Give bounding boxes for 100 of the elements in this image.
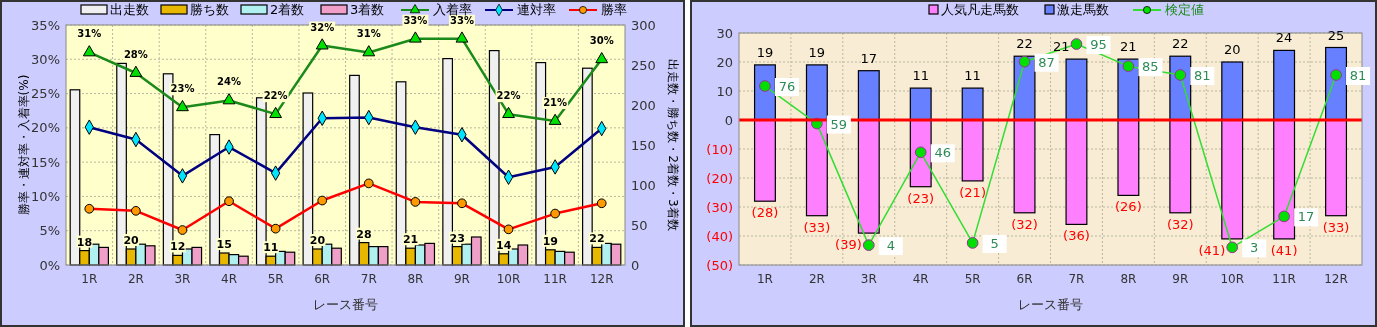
bar bbox=[805, 64, 828, 121]
bar bbox=[1013, 119, 1036, 214]
x-tick-label: 12R bbox=[589, 272, 614, 286]
data-label: 20 bbox=[123, 234, 140, 247]
data-label: 22 bbox=[1172, 36, 1189, 52]
data-label: 11 bbox=[964, 68, 981, 84]
data-label: 21% bbox=[543, 97, 568, 108]
data-label: (26) bbox=[1115, 199, 1142, 215]
x-axis-title: レース番号 bbox=[1018, 297, 1083, 312]
x-tick-label: 9R bbox=[453, 272, 470, 286]
x-tick-label: 11R bbox=[543, 272, 567, 286]
data-label: 19 bbox=[542, 234, 559, 248]
y2-tick-label: 100 bbox=[631, 177, 656, 193]
y-tick-label: 30 bbox=[716, 25, 733, 41]
legend-label: 勝ち数 bbox=[190, 2, 229, 17]
y2-tick-label: 150 bbox=[631, 137, 656, 153]
data-label: 46 bbox=[934, 145, 951, 161]
data-label: 14 bbox=[496, 238, 512, 252]
legend-label: 出走数 bbox=[110, 2, 149, 17]
bar bbox=[1273, 49, 1296, 121]
data-label: (32) bbox=[1011, 216, 1038, 232]
data-label: 19 bbox=[808, 44, 826, 60]
y-tick-label: (50) bbox=[706, 257, 733, 273]
data-label: 30% bbox=[589, 35, 614, 47]
x-tick-label: 3R bbox=[174, 272, 191, 286]
y-tick-label: 30% bbox=[31, 51, 60, 67]
x-tick-label: 2R bbox=[127, 272, 144, 286]
data-label: 4 bbox=[886, 238, 895, 254]
legend-label: 勝率 bbox=[601, 2, 627, 17]
y-tick-label: (20) bbox=[706, 170, 733, 186]
data-label: (32) bbox=[1166, 216, 1194, 232]
y-tick-label: (30) bbox=[706, 199, 733, 215]
y-tick-label: 20 bbox=[716, 54, 733, 70]
x-tick-label: 6R bbox=[314, 272, 331, 286]
legend-label: 3着数 bbox=[350, 2, 385, 17]
data-label: 24 bbox=[1275, 30, 1293, 46]
data-label: 25 bbox=[1327, 27, 1345, 43]
data-label: 20 bbox=[309, 234, 326, 247]
data-label: 32% bbox=[310, 21, 335, 33]
data-label: 76 bbox=[778, 79, 796, 95]
x-tick-label: 7R bbox=[1068, 272, 1085, 286]
bar bbox=[1221, 61, 1244, 121]
data-label: 85 bbox=[1142, 59, 1159, 75]
bar bbox=[1065, 119, 1088, 225]
legend-label: 連対率 bbox=[517, 2, 556, 17]
data-label: 15 bbox=[216, 238, 232, 251]
x-tick-label: 12R bbox=[1324, 272, 1348, 286]
x-tick-label: 11R bbox=[1272, 272, 1296, 286]
y2-tick-label: 200 bbox=[631, 97, 656, 113]
y2-tick-label: 250 bbox=[631, 57, 656, 73]
data-label: 19 bbox=[756, 44, 774, 60]
x-tick-label: 5R bbox=[964, 272, 981, 286]
legend-label: 2着数 bbox=[270, 2, 305, 17]
x-tick-label: 10R bbox=[1220, 272, 1245, 286]
x-tick-label: 5R bbox=[267, 272, 284, 286]
y2-tick-label: 50 bbox=[631, 217, 648, 233]
x-tick-label: 6R bbox=[1016, 272, 1033, 286]
y2-tick-label: 300 bbox=[631, 17, 656, 33]
bar bbox=[1273, 119, 1296, 240]
bar bbox=[1169, 119, 1192, 214]
data-label: 22 bbox=[589, 232, 605, 246]
legend-label: 入着率 bbox=[433, 2, 472, 17]
data-label: 12 bbox=[170, 240, 186, 254]
x-tick-label: 8R bbox=[1120, 272, 1137, 286]
data-label: (33) bbox=[803, 219, 831, 235]
data-label: (41) bbox=[1198, 242, 1226, 258]
bar bbox=[1117, 119, 1140, 196]
data-label: 22% bbox=[496, 90, 521, 102]
data-label: 33% bbox=[449, 14, 474, 26]
x-tick-label: 10R bbox=[496, 272, 521, 286]
data-label: 22 bbox=[1016, 36, 1033, 52]
data-label: (33) bbox=[1322, 219, 1350, 235]
y-tick-label: 25% bbox=[31, 86, 60, 102]
y2-axis-title: 出走数・勝ち数・2着数・3着数 bbox=[666, 59, 680, 231]
legend-label: 人気凡走馬数 bbox=[941, 2, 1019, 17]
x-axis-title: レース番号 bbox=[313, 297, 378, 312]
bar bbox=[805, 119, 828, 217]
x-tick-label: 4R bbox=[221, 272, 238, 286]
data-label: (41) bbox=[1270, 242, 1298, 258]
y-tick-label: (40) bbox=[706, 228, 733, 244]
data-label: 21 bbox=[402, 233, 419, 247]
y-tick-label: 35% bbox=[31, 17, 60, 33]
data-label: 23 bbox=[449, 231, 465, 245]
data-label: 11 bbox=[912, 68, 929, 84]
bar bbox=[857, 70, 880, 121]
x-tick-label: 3R bbox=[860, 272, 877, 286]
data-label: 22% bbox=[263, 90, 288, 102]
data-label: 20 bbox=[1223, 42, 1241, 57]
bar bbox=[857, 119, 880, 234]
data-label: (23) bbox=[907, 190, 935, 206]
y-tick-label: 5% bbox=[39, 223, 60, 239]
bar bbox=[961, 119, 984, 182]
legend-label: 検定値 bbox=[1165, 2, 1204, 17]
x-tick-label: 1R bbox=[756, 272, 773, 286]
data-label: 24% bbox=[217, 76, 242, 88]
y-tick-label: 10% bbox=[31, 188, 60, 204]
bar bbox=[1325, 119, 1348, 217]
data-label: 3 bbox=[1250, 240, 1259, 256]
x-tick-label: 8R bbox=[407, 272, 424, 286]
x-tick-label: 4R bbox=[912, 272, 929, 286]
